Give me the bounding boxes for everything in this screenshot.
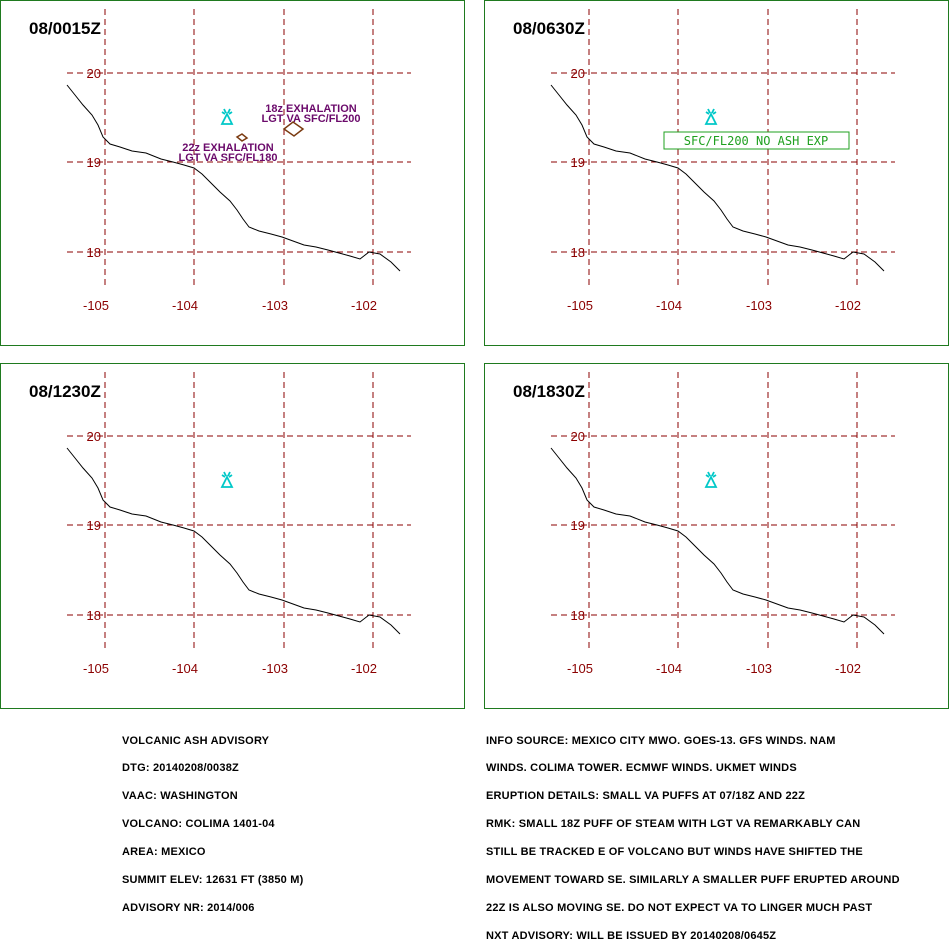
volcano-icon bbox=[220, 471, 234, 488]
volcano-icon bbox=[704, 471, 718, 488]
lat-tick-label: 20 bbox=[87, 66, 101, 81]
lon-tick-label: -104 bbox=[172, 661, 198, 676]
lon-tick-label: -104 bbox=[656, 661, 682, 676]
forecast-panel-1230z: 20 19 18 -105 -104 -103 -102 08/1230Z bbox=[0, 363, 465, 709]
lat-tick-label: 19 bbox=[571, 155, 585, 170]
advisory-remarks-text: INFO SOURCE: MEXICO CITY MWO. GOES-13. G… bbox=[486, 718, 900, 950]
lat-tick-label: 19 bbox=[87, 518, 101, 533]
coastline bbox=[550, 447, 885, 635]
panel-title: 08/0630Z bbox=[513, 19, 585, 38]
advisory-line: STILL BE TRACKED E OF VOLCANO BUT WINDS … bbox=[486, 846, 863, 859]
advisory-line: VOLCANIC ASH ADVISORY bbox=[122, 734, 270, 747]
advisory-line: MOVEMENT TOWARD SE. SIMILARLY A SMALLER … bbox=[486, 874, 900, 887]
lon-tick-label: -105 bbox=[567, 661, 593, 676]
advisory-line: ADVISORY NR: 2014/006 bbox=[122, 901, 255, 914]
volcano-icon bbox=[220, 108, 234, 125]
lon-tick-label: -105 bbox=[83, 661, 109, 676]
advisory-line: INFO SOURCE: MEXICO CITY MWO. GOES-13. G… bbox=[486, 734, 836, 747]
map-1830z: 20 19 18 -105 -104 -103 -102 bbox=[550, 372, 895, 676]
map-0630z: 20 19 18 -105 -104 -103 -102 bbox=[550, 9, 895, 313]
lon-tick-label: -105 bbox=[567, 298, 593, 313]
advisory-line: RMK: SMALL 18Z PUFF OF STEAM WITH LGT VA… bbox=[486, 818, 861, 831]
map-1230z: 20 19 18 -105 -104 -103 -102 bbox=[66, 372, 411, 676]
lat-tick-label: 20 bbox=[87, 429, 101, 444]
lon-tick-label: -103 bbox=[746, 661, 772, 676]
volcano-icon bbox=[704, 108, 718, 125]
lat-tick-label: 18 bbox=[87, 245, 101, 260]
advisory-line: VAAC: WASHINGTON bbox=[122, 790, 238, 803]
panel-title: 08/1230Z bbox=[29, 382, 101, 401]
map-0015z: 20 19 18 -105 -104 -103 -102 bbox=[66, 9, 411, 313]
panel-title: 08/1830Z bbox=[513, 382, 585, 401]
lat-tick-label: 20 bbox=[571, 429, 585, 444]
lon-tick-label: -105 bbox=[83, 298, 109, 313]
coastline bbox=[66, 447, 401, 635]
advisory-line: AREA: MEXICO bbox=[122, 846, 206, 859]
panel-title: 08/0015Z bbox=[29, 19, 101, 38]
lat-tick-label: 19 bbox=[87, 155, 101, 170]
lon-tick-label: -102 bbox=[835, 298, 861, 313]
lat-tick-label: 19 bbox=[571, 518, 585, 533]
forecast-panel-0630z: 20 19 18 -105 -104 -103 -102 08/0630Z SFC/FL20… bbox=[484, 0, 949, 346]
forecast-panel-1830z: 20 19 18 -105 -104 -103 -102 08/1830Z bbox=[484, 363, 949, 709]
advisory-line: DTG: 20140208/0038Z bbox=[122, 762, 239, 775]
advisory-line: NXT ADVISORY: WILL BE ISSUED BY 20140208… bbox=[486, 929, 777, 942]
lon-tick-label: -102 bbox=[835, 661, 861, 676]
lon-tick-label: -104 bbox=[656, 298, 682, 313]
lon-tick-label: -102 bbox=[351, 298, 377, 313]
coastline bbox=[66, 84, 401, 272]
advisory-line: WINDS. COLIMA TOWER. ECMWF WINDS. UKMET … bbox=[486, 762, 797, 775]
advisory-line: 22Z IS ALSO MOVING SE. DO NOT EXPECT VA … bbox=[486, 901, 873, 914]
lon-tick-label: -102 bbox=[351, 661, 377, 676]
lat-tick-label: 18 bbox=[87, 608, 101, 623]
lat-tick-label: 18 bbox=[571, 245, 585, 260]
advisory-line: SUMMIT ELEV: 12631 FT (3850 M) bbox=[122, 874, 304, 887]
lon-tick-label: -103 bbox=[262, 298, 288, 313]
advisory-line: VOLCANO: COLIMA 1401-04 bbox=[122, 818, 275, 831]
lat-tick-label: 20 bbox=[571, 66, 585, 81]
advisory-header-text: VOLCANIC ASH ADVISORY DTG: 20140208/0038… bbox=[122, 718, 303, 923]
lon-tick-label: -103 bbox=[746, 298, 772, 313]
advisory-line: ERUPTION DETAILS: SMALL VA PUFFS AT 07/1… bbox=[486, 790, 806, 803]
forecast-panel-0015z: 20 19 18 -105 -104 -103 -102 08/0015Z 18z EXHA… bbox=[0, 0, 465, 346]
coastline bbox=[550, 84, 885, 272]
lat-tick-label: 18 bbox=[571, 608, 585, 623]
lon-tick-label: -103 bbox=[262, 661, 288, 676]
lon-tick-label: -104 bbox=[172, 298, 198, 313]
